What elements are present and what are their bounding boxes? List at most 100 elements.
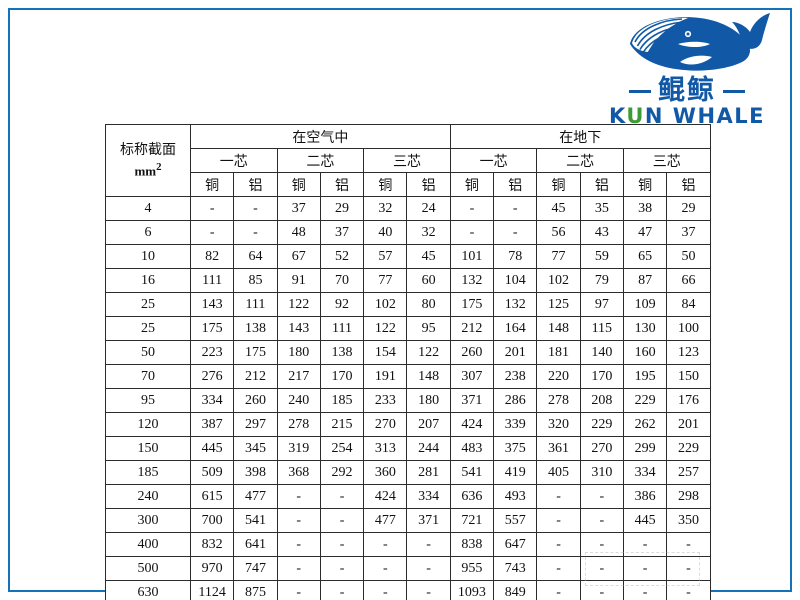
cell-value: 477 [233,484,278,509]
cell-value: 175 [449,292,495,317]
cell-value: - [666,580,711,600]
header-core-air-1: 一芯 [190,148,278,173]
cell-value: - [666,556,711,581]
cell-value: 615 [189,484,235,509]
cell-value: - [406,556,451,581]
cell-value: 368 [276,460,321,485]
cell-nominal-section: 6 [105,220,191,245]
cell-value: 87 [622,268,668,293]
cell-value: 313 [363,436,408,461]
table-row: 240 615 477- -424 334 636 493- -386 298 [105,484,711,509]
brand-name-en: KUN WHALE [592,104,782,128]
header-metal-3: 铝 [319,172,365,197]
cell-nominal-section: 4 [105,196,191,221]
cell-value: 66 [666,268,711,293]
cell-value: 320 [536,412,581,437]
cell-value: 150 [666,364,711,389]
brand-dash-left [629,90,651,93]
brand-name-cn-text: 鲲鲸 [658,75,716,106]
cell-value: 270 [579,436,624,461]
header-nominal-section-unit: mm2 [106,159,190,179]
cell-value: 483 [449,436,495,461]
cell-value: 875 [233,580,278,600]
cell-value: 78 [493,244,538,269]
cell-value: - [319,580,365,600]
cell-value: - [622,580,668,600]
cell-value: 115 [579,316,624,341]
cell-value: - [536,508,581,533]
cell-value: 398 [233,460,278,485]
cell-value: - [363,580,408,600]
cell-value: 102 [536,268,581,293]
cell-value: 371 [406,508,451,533]
cell-value: 477 [363,508,408,533]
table-row: 16 111 85 91 70 77 60 132 104 102 79 87 66 [105,268,711,293]
header-metal-11: 铝 [666,172,711,197]
cell-value: 424 [363,484,408,509]
table-row: 400 832 641- - - -838 647- - - - [105,532,711,557]
cell-value: 493 [493,484,538,509]
table-row: 25 143 111 122 92 102 80 175 132 125 97 109 84 [105,292,711,317]
cell-value: 101 [449,244,495,269]
header-row-metals: 铜 铝 铜 铝 铜 铝 铜 铝 铜 铝 铜 铝 [106,172,711,197]
cell-value: 541 [233,508,278,533]
table-row: 95 334 260 240 185 233 180 371 286 278 208 229 176 [105,388,711,413]
cell-value: - [276,508,321,533]
cell-value: 223 [189,340,235,365]
cell-value: 185 [319,388,365,413]
cell-value: 148 [406,364,451,389]
cell-value: - [319,484,365,509]
cell-value: 48 [276,220,321,245]
cell-value: 334 [622,460,668,485]
cell-value: - [579,532,624,557]
cell-value: - [233,196,278,221]
cell-value: 257 [666,460,711,485]
cell-value: 557 [493,508,538,533]
cell-value: 91 [276,268,321,293]
cell-value: 176 [666,388,711,413]
cell-nominal-section: 95 [105,388,191,413]
cell-value: 212 [449,316,495,341]
cell-value: 405 [536,460,581,485]
cell-nominal-section: 150 [105,436,191,461]
cell-nominal-section: 16 [105,268,191,293]
cell-value: 319 [276,436,321,461]
header-metal-9: 铝 [579,172,624,197]
cell-value: 220 [536,364,581,389]
cell-value: 180 [276,340,321,365]
cell-value: - [536,556,581,581]
cell-value: 85 [233,268,278,293]
cell-value: 82 [189,244,235,269]
cell-value: - [406,580,451,600]
cell-value: 345 [233,436,278,461]
cell-value: 229 [579,412,624,437]
cell-value: 955 [449,556,495,581]
cell-value: 64 [233,244,278,269]
table-row: 120 387 297 278 215 270 207 424 339 320 229 262 201 [105,412,711,437]
header-metal-5: 铝 [406,172,451,197]
cell-value: 35 [579,196,624,221]
cell-value: 43 [579,220,624,245]
cell-value: 299 [622,436,668,461]
cell-value: 65 [622,244,668,269]
cell-value: - [319,556,365,581]
cell-value: 233 [363,388,408,413]
cell-value: - [493,220,538,245]
table-row: 185 509 398 368 292 360 281 541 419 405 310 334 257 [105,460,711,485]
header-metal-0: 铜 [189,172,235,197]
cell-value: 334 [189,388,235,413]
cell-value: 195 [622,364,668,389]
cell-value: 240 [276,388,321,413]
cell-value: 50 [666,244,711,269]
cell-value: 260 [233,388,278,413]
cell-value: 832 [189,532,235,557]
cell-value: 445 [189,436,235,461]
brand-en-u: U [626,104,645,128]
brand-en-part1: K [608,104,627,128]
header-metal-4: 铜 [363,172,408,197]
cell-value: 181 [536,340,581,365]
cell-value: 244 [406,436,451,461]
cell-nominal-section: 630 [105,580,191,600]
brand-dash-right [723,90,745,93]
cell-value: 24 [406,196,451,221]
